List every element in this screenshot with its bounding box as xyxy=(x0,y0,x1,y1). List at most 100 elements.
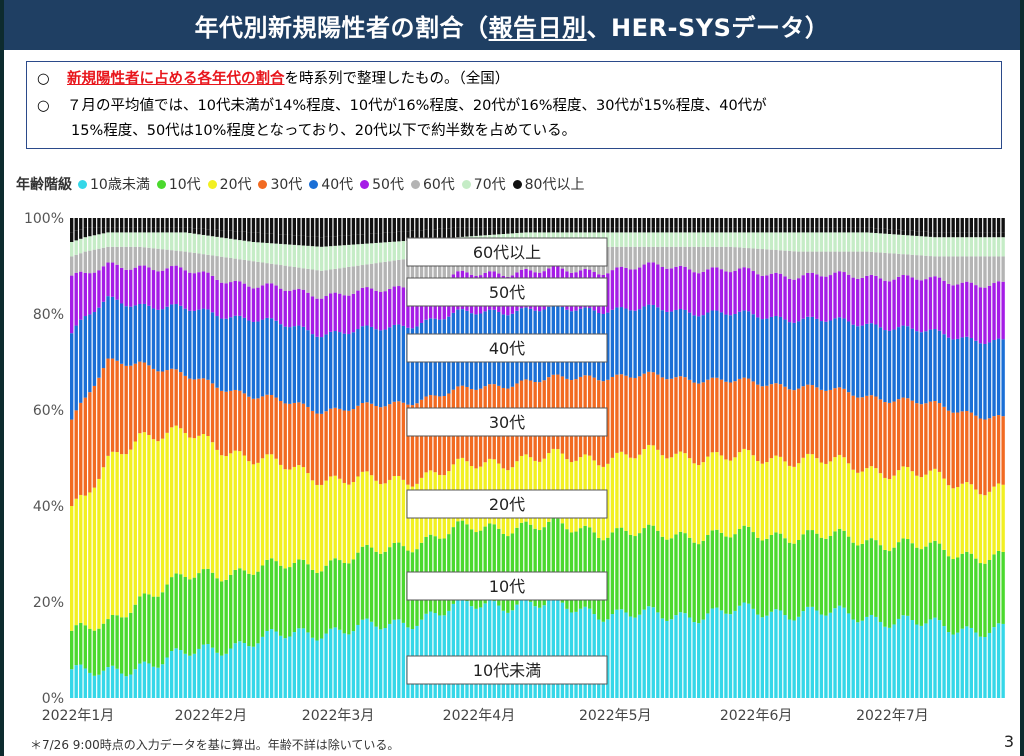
bar-segment xyxy=(310,269,315,297)
bar-segment xyxy=(569,218,574,228)
bar-segment xyxy=(878,252,883,279)
bar-segment xyxy=(156,227,160,233)
legend-label: 70代 xyxy=(473,177,506,193)
bar-segment xyxy=(924,255,928,280)
bar-segment xyxy=(160,270,165,310)
bar-segment xyxy=(851,218,855,228)
bar-segment xyxy=(229,218,233,231)
bar-segment xyxy=(996,281,1001,339)
bar-segment xyxy=(351,481,356,560)
bar-segment xyxy=(883,233,887,253)
bar-segment xyxy=(719,610,724,698)
bar-segment xyxy=(351,409,356,482)
bar-segment xyxy=(210,572,215,648)
bar-segment xyxy=(869,466,874,539)
bar-segment xyxy=(687,537,692,618)
bar-segment xyxy=(760,319,764,387)
bar-segment xyxy=(224,257,228,284)
bar-segment xyxy=(846,251,851,275)
bar-segment xyxy=(978,237,983,257)
bar-segment xyxy=(397,218,401,232)
bar-segment xyxy=(138,232,142,247)
bar-segment xyxy=(674,309,678,378)
bar-segment xyxy=(801,318,805,387)
bar-segment xyxy=(279,243,283,266)
bar-segment xyxy=(547,600,551,698)
bar-segment xyxy=(828,251,833,276)
bar-segment xyxy=(678,309,683,377)
bar-segment xyxy=(560,523,565,603)
bar-segment xyxy=(919,477,924,550)
bar-segment xyxy=(674,232,678,247)
bar-segment xyxy=(306,406,310,474)
bar-segment xyxy=(269,233,274,244)
bar-segment xyxy=(356,405,360,477)
bar-segment xyxy=(719,455,724,533)
bar-segment xyxy=(637,267,642,310)
bar-segment xyxy=(715,310,719,378)
bar-segment xyxy=(356,552,360,625)
bar-segment xyxy=(83,251,87,273)
bar-segment xyxy=(283,326,287,404)
bar-segment xyxy=(492,227,496,235)
bar-segment xyxy=(933,237,937,257)
bar-segment xyxy=(801,386,805,458)
bar-segment xyxy=(551,227,555,233)
bar-segment xyxy=(928,619,933,698)
bar-segment xyxy=(656,449,660,531)
bar-segment xyxy=(987,232,992,238)
bar-segment xyxy=(865,323,869,396)
bar-segment xyxy=(760,218,764,228)
bar-segment xyxy=(460,227,465,237)
bar-segment xyxy=(83,227,87,238)
bar-segment xyxy=(74,325,78,411)
bar-segment xyxy=(728,246,733,273)
bar-segment xyxy=(824,232,828,252)
bar-segment xyxy=(274,218,278,234)
bar-segment xyxy=(242,393,247,456)
bar-segment xyxy=(233,643,237,698)
bar-segment xyxy=(288,244,292,267)
band-label-text: 30代 xyxy=(489,413,525,432)
bar-segment xyxy=(274,561,278,632)
bar-segment xyxy=(892,547,896,625)
bar-segment xyxy=(915,255,919,280)
bar-segment xyxy=(519,599,524,698)
bar-segment xyxy=(928,401,933,471)
bar-segment xyxy=(996,550,1001,624)
bar-segment xyxy=(542,227,546,233)
bar-segment xyxy=(851,619,855,698)
bar-segment xyxy=(369,547,374,622)
bar-segment xyxy=(165,249,169,269)
bar-segment xyxy=(906,326,910,399)
bar-segment xyxy=(965,626,969,698)
bar-segment xyxy=(719,312,724,380)
bar-segment xyxy=(619,266,624,308)
bar-segment xyxy=(969,627,974,698)
bar-segment xyxy=(833,227,837,233)
bar-segment xyxy=(956,412,960,488)
bar-segment xyxy=(896,234,901,254)
x-tick-label: 2022年4月 xyxy=(443,708,516,724)
bar-segment xyxy=(701,382,705,463)
bar-segment xyxy=(256,242,260,262)
bar-segment xyxy=(356,244,360,266)
bar-segment xyxy=(833,318,837,389)
bar-segment xyxy=(1001,256,1005,282)
bar-segment xyxy=(851,232,855,252)
bar-segment xyxy=(338,629,342,698)
bar-segment xyxy=(824,218,828,228)
bar-segment xyxy=(828,218,833,228)
bar-segment xyxy=(478,218,483,228)
bar-segment xyxy=(747,218,751,228)
bar-segment xyxy=(742,377,746,449)
bar-segment xyxy=(192,653,197,698)
bar-segment xyxy=(156,271,160,310)
bar-segment xyxy=(856,227,860,233)
bar-segment xyxy=(110,227,115,233)
bar-segment xyxy=(238,231,242,241)
bar-segment xyxy=(960,256,964,283)
bar-segment xyxy=(715,246,719,268)
bar-segment xyxy=(229,453,233,575)
bar-segment xyxy=(456,598,460,698)
